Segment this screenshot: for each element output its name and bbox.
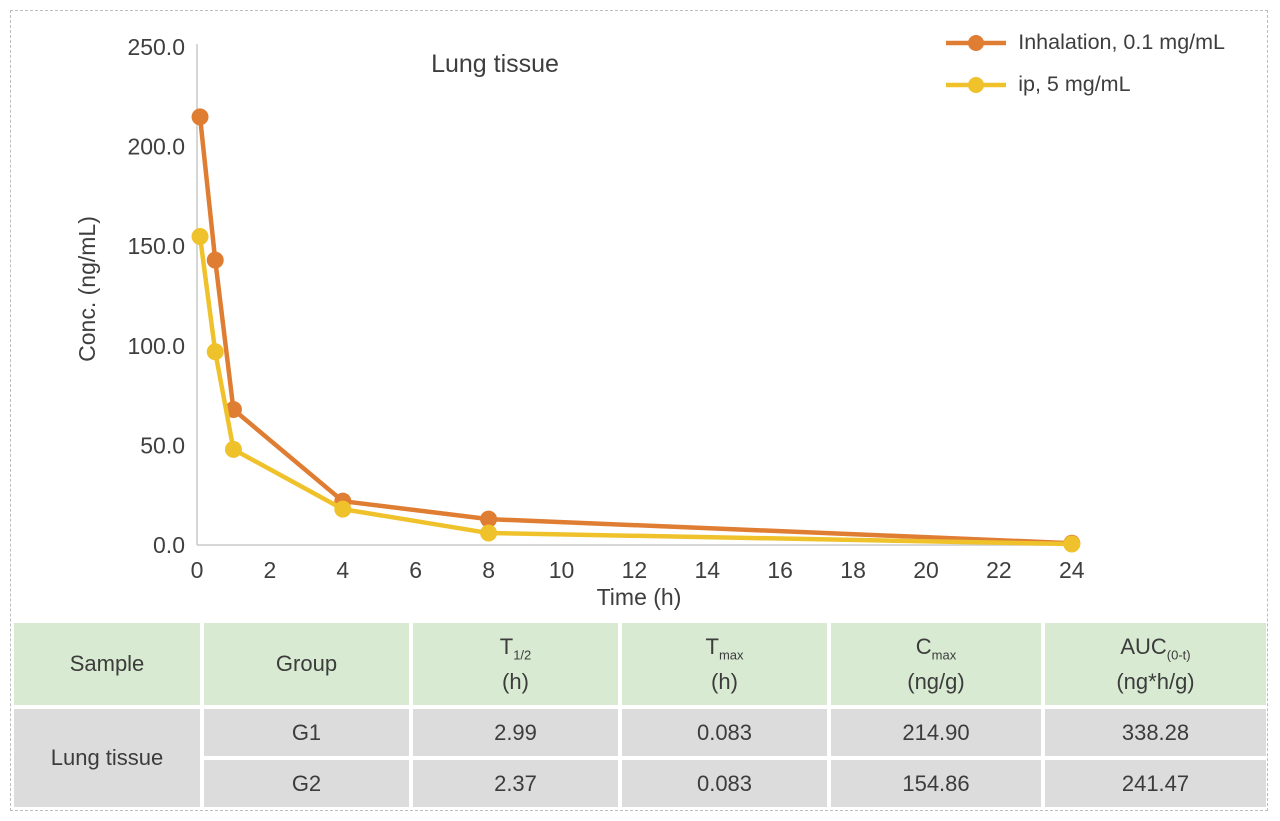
x-tick-label: 8 xyxy=(482,557,495,583)
legend-item-inhalation: Inhalation, 0.1 mg/mL xyxy=(944,30,1225,55)
x-tick-label: 16 xyxy=(767,557,793,583)
data-point xyxy=(191,108,209,126)
pk-parameters-table: Sample Group T1/2 (h) Tmax (h) Cmax xyxy=(10,619,1270,811)
x-tick-label: 4 xyxy=(336,557,349,583)
pk-chart: 0.0 50.0 100.0 150.0 200.0 250.0 0 2 4 6 8 10 12 14 16… xyxy=(74,30,1225,610)
series-line-0 xyxy=(197,114,1075,546)
table-row-g1: Lung tissue G1 2.99 0.083 214.90 338.28 xyxy=(14,709,1266,807)
x-tick-label: 0 xyxy=(191,557,204,583)
data-point xyxy=(206,251,224,269)
x-tick-label: 10 xyxy=(549,557,575,583)
table-header-row: Sample Group T1/2 (h) Tmax (h) Cmax xyxy=(14,623,1266,705)
legend-item-ip: ip, 5 mg/mL xyxy=(944,72,1225,97)
legend-label: Inhalation, 0.1 mg/mL xyxy=(1018,30,1225,54)
legend-label: ip, 5 mg/mL xyxy=(1018,72,1131,96)
chart-title: Lung tissue xyxy=(431,50,559,78)
data-point xyxy=(480,524,498,542)
x-axis-title: Time (h) xyxy=(596,584,682,610)
legend-marker-line-dot-icon xyxy=(946,34,1007,51)
header-t-max: Tmax (h) xyxy=(622,623,827,705)
x-tick-label: 2 xyxy=(264,557,277,583)
data-point xyxy=(191,228,209,246)
table-row-g2: G2 2.37 0.083 154.86 241.47 xyxy=(14,760,1266,807)
cell-t-half: 2.37 xyxy=(413,760,618,807)
y-tick-label: 200.0 xyxy=(127,134,185,160)
x-tick-label: 12 xyxy=(622,557,648,583)
header-sample: Sample xyxy=(14,623,200,705)
cell-c-max: 154.86 xyxy=(831,760,1041,807)
series-line-1 xyxy=(197,234,1075,547)
y-tick-label: 150.0 xyxy=(127,233,185,259)
x-tick-label: 24 xyxy=(1059,557,1085,583)
y-tick-label: 50.0 xyxy=(140,432,185,458)
legend-marker-line-dot-icon xyxy=(946,76,1007,93)
cell-auc: 338.28 xyxy=(1045,709,1266,756)
x-tick-label: 20 xyxy=(913,557,939,583)
data-point xyxy=(1063,535,1081,553)
header-c-max: Cmax (ng/g) xyxy=(831,623,1041,705)
x-tick-label: 6 xyxy=(409,557,422,583)
header-t-half: T1/2 (h) xyxy=(413,623,618,705)
header-group: Group xyxy=(204,623,409,705)
data-point xyxy=(224,401,242,419)
cell-group: G1 xyxy=(204,709,409,756)
cell-auc: 241.47 xyxy=(1045,760,1266,807)
cell-sample: Lung tissue xyxy=(14,709,200,807)
data-point xyxy=(206,343,224,361)
x-tick-label: 22 xyxy=(986,557,1012,583)
y-tick-label: 250.0 xyxy=(127,34,185,60)
cell-group: G2 xyxy=(204,760,409,807)
data-point xyxy=(480,510,498,528)
cell-t-half: 2.99 xyxy=(413,709,618,756)
y-axis-title: Conc. (ng/mL) xyxy=(74,216,100,362)
cell-t-max: 0.083 xyxy=(622,760,827,807)
cell-t-max: 0.083 xyxy=(622,709,827,756)
x-tick-label: 18 xyxy=(840,557,866,583)
x-tick-label: 14 xyxy=(695,557,721,583)
data-point xyxy=(224,440,242,458)
y-tick-label: 100.0 xyxy=(127,333,185,359)
cell-c-max: 214.90 xyxy=(831,709,1041,756)
chart-legend: Inhalation, 0.1 mg/mL ip, 5 mg/mL xyxy=(944,30,1225,97)
header-auc: AUC(0-t) (ng*h/g) xyxy=(1045,623,1266,705)
y-tick-label: 0.0 xyxy=(153,532,185,558)
data-point xyxy=(334,500,352,518)
